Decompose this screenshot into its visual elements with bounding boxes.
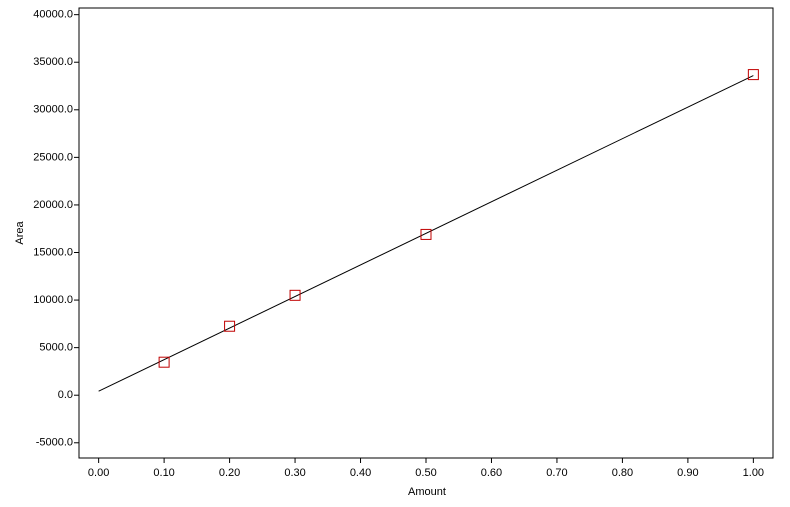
y-tick-label: 0.0: [58, 389, 73, 401]
y-tick-label: 15000.0: [33, 246, 73, 258]
y-tick-label: -5000.0: [36, 437, 73, 449]
data-point: [289, 289, 301, 301]
y-tick-label: 35000.0: [33, 56, 73, 68]
y-tick-label: 30000.0: [33, 104, 73, 116]
data-point: [420, 228, 432, 240]
x-tick-label: 0.20: [219, 467, 240, 479]
x-tick-label: 0.80: [612, 467, 633, 479]
y-tick-label: 40000.0: [33, 9, 73, 21]
data-point: [747, 69, 759, 81]
x-tick-label: 0.90: [677, 467, 698, 479]
x-tick-label: 0.60: [481, 467, 502, 479]
y-tick-label: 5000.0: [39, 342, 73, 354]
x-tick-label: 0.30: [284, 467, 305, 479]
x-tick-label: 0.50: [415, 467, 436, 479]
x-axis-label: Amount: [408, 486, 446, 498]
y-tick-label: 25000.0: [33, 151, 73, 163]
x-tick-label: 1.00: [743, 467, 764, 479]
y-tick-label: 20000.0: [33, 199, 73, 211]
x-tick-label: 0.00: [88, 467, 109, 479]
y-tick-label: 10000.0: [33, 294, 73, 306]
data-point: [158, 356, 170, 368]
x-tick-label: 0.10: [153, 467, 174, 479]
x-tick-label: 0.40: [350, 467, 371, 479]
data-point: [224, 320, 236, 332]
fit-line: [98, 75, 754, 392]
x-tick-label: 0.70: [546, 467, 567, 479]
y-axis-label: Area: [14, 221, 26, 245]
